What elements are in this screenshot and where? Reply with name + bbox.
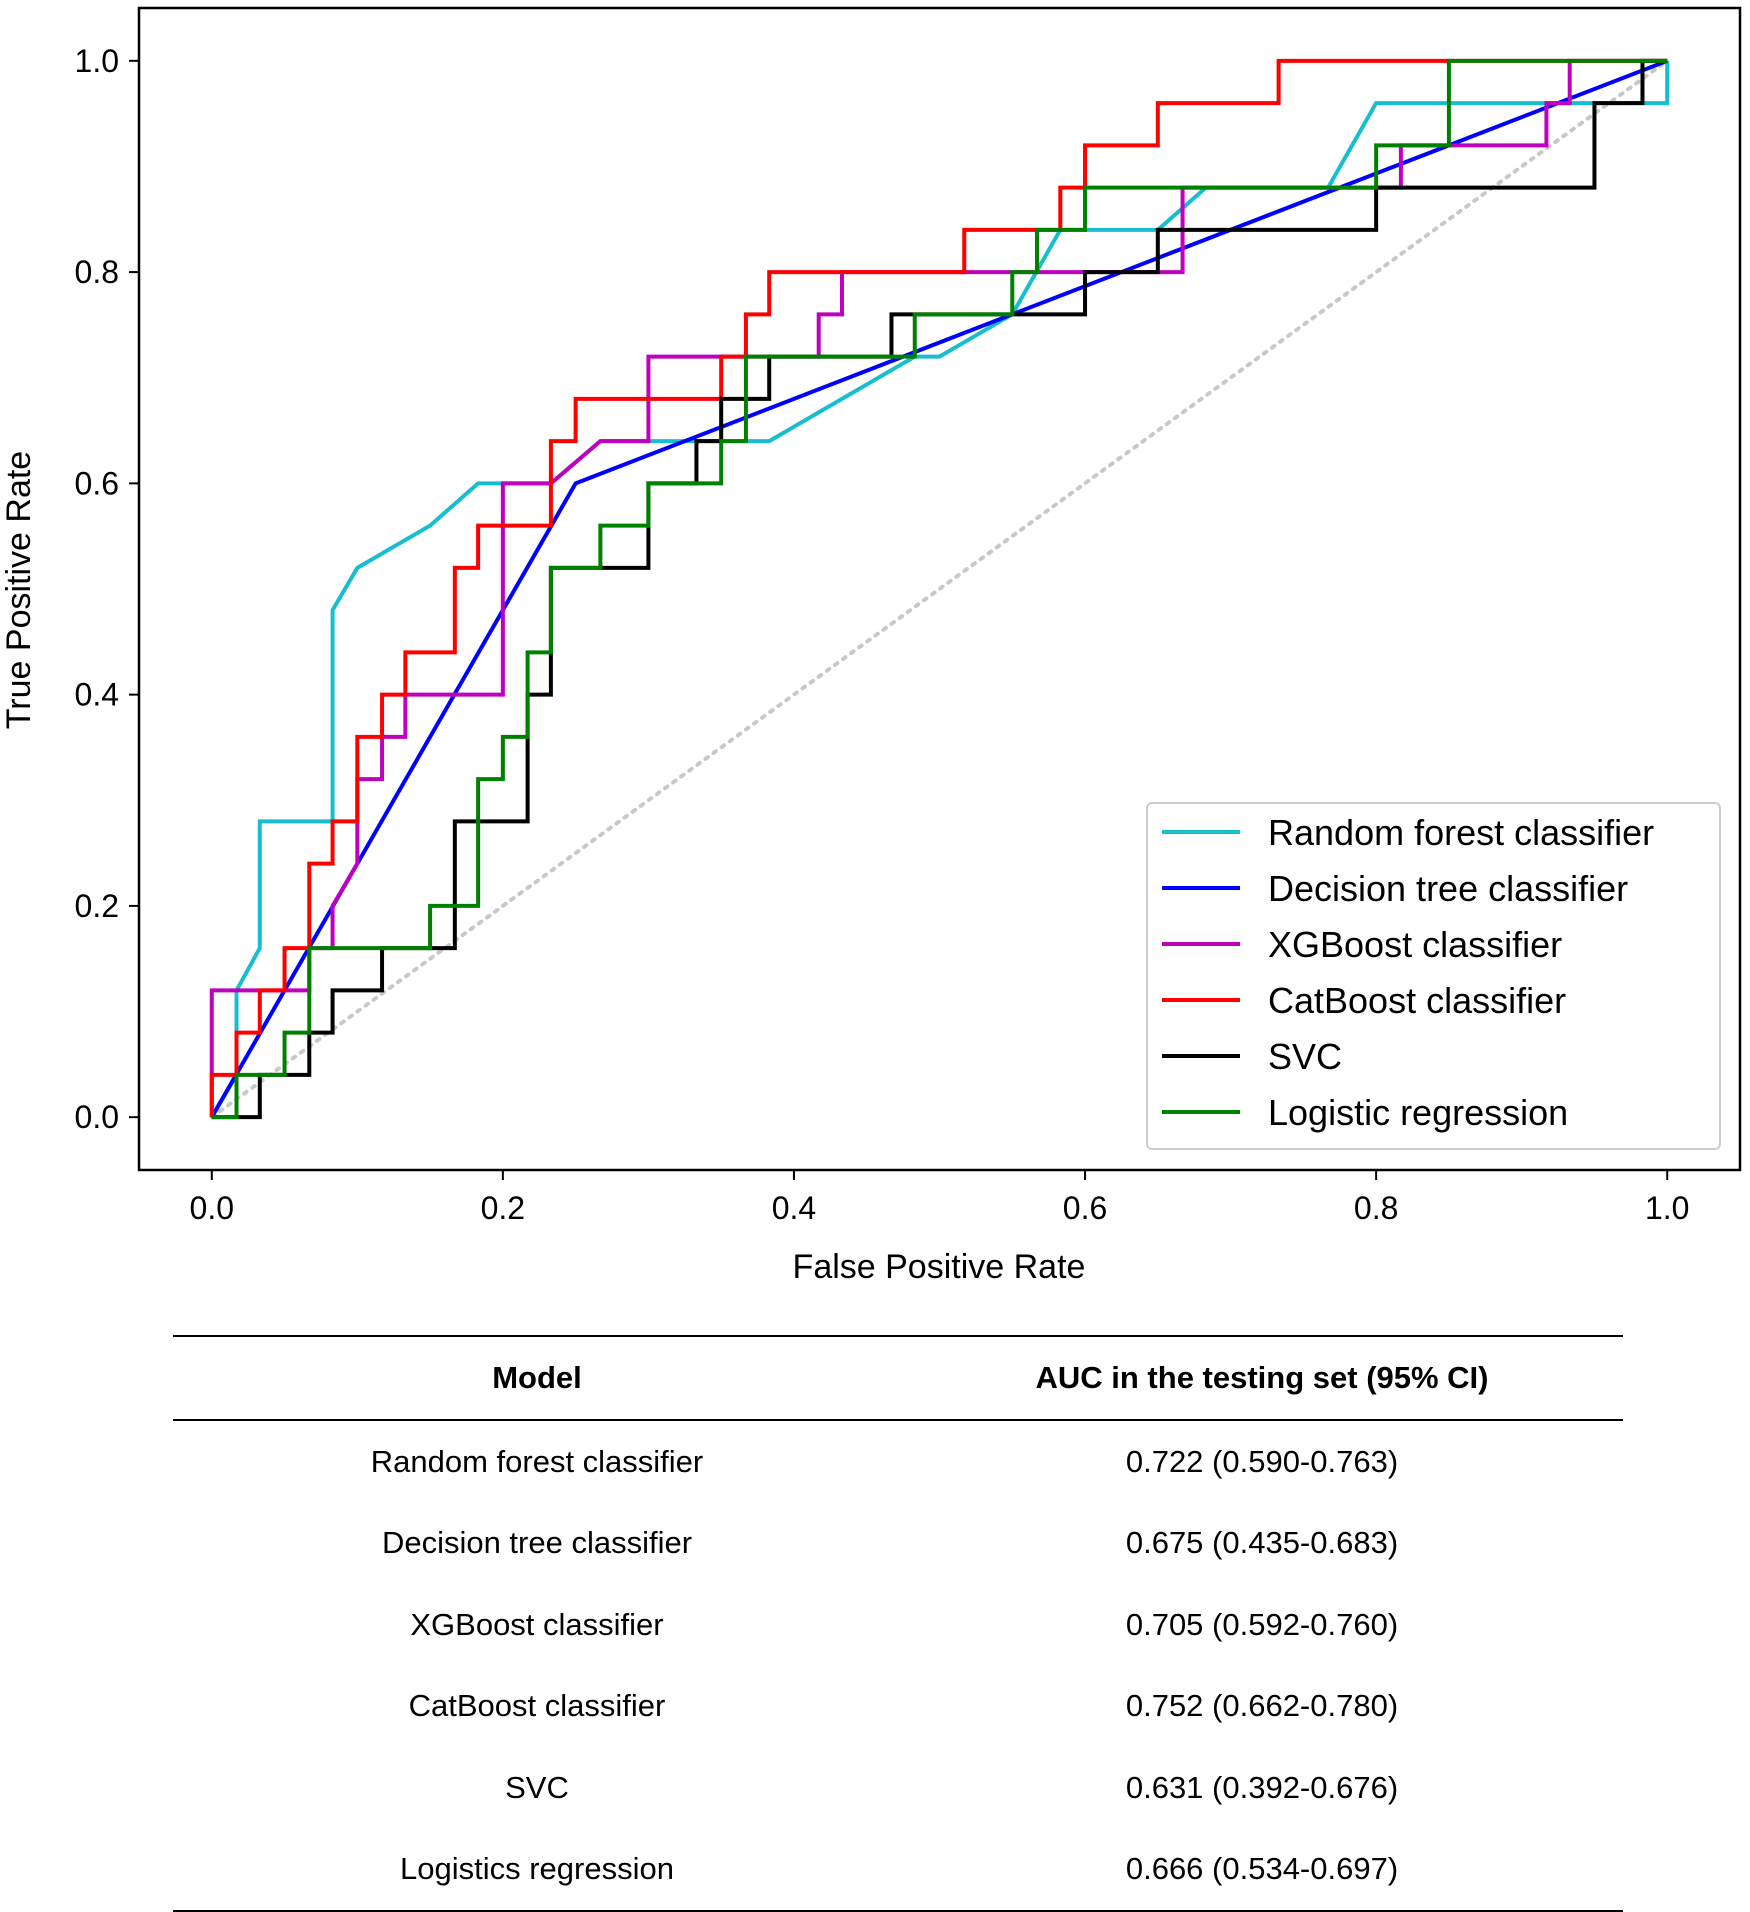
y-tick-label: 0.6	[75, 465, 119, 501]
model-cell: CatBoost classifier	[408, 1688, 666, 1724]
x-axis-label: False Positive Rate	[793, 1248, 1086, 1286]
auc-cell: 0.722 (0.590-0.763)	[1125, 1443, 1399, 1479]
column-header-auc: AUC in the testing set (95% CI)	[901, 1335, 1623, 1421]
legend-label-catboost-classifier: CatBoost classifier	[1268, 980, 1566, 1021]
y-tick-label: 1.0	[75, 43, 119, 79]
legend: Random forest classifier Decision tree cl…	[1146, 802, 1721, 1150]
x-tick-label: 0.2	[481, 1190, 525, 1226]
model-cell: XGBoost classifier	[410, 1606, 664, 1642]
auc-cell: 0.675 (0.435-0.683)	[1125, 1525, 1399, 1561]
table-header-row: Model AUC in the testing set (95% CI)	[173, 1335, 1623, 1421]
series-line-svc	[211, 58, 1668, 1120]
y-tick-label: 0.2	[75, 888, 119, 924]
x-tick-label: 0.4	[772, 1190, 816, 1226]
table-row: Random forest classifier 0.722 (0.590-0.…	[173, 1420, 1623, 1503]
roc-chart: 0.0 0.2 0.4 0.6 0.8 1.0 0.0 0.2 0.4 0.6 0.8 1.0 Fa…	[0, 6, 1742, 1286]
table-row: SVC 0.631 (0.392-0.676)	[173, 1747, 1623, 1829]
x-tick-label: 0.6	[1063, 1190, 1107, 1226]
y-tick-label: 0.8	[75, 254, 119, 290]
y-axis-label: True Positive Rate	[0, 451, 38, 729]
model-cell: Random forest classifier	[370, 1443, 704, 1479]
model-cell: Logistics regression	[173, 1828, 901, 1912]
legend-box	[1146, 802, 1721, 1150]
y-tick-label: 0.4	[75, 677, 119, 713]
legend-label-random-forest-classifier: Random forest classifier	[1268, 812, 1654, 853]
auc-table: Model AUC in the testing set (95% CI) Ra…	[173, 1335, 1623, 1912]
table-row: Logistics regression 0.666 (0.534-0.697)	[173, 1828, 1623, 1912]
legend-label-logistic-regression: Logistic regression	[1268, 1092, 1568, 1133]
auc-cell: 0.752 (0.662-0.780)	[1125, 1688, 1399, 1724]
legend-label-decision-tree-classifier: Decision tree classifier	[1268, 868, 1628, 909]
table-row: CatBoost classifier 0.752 (0.662-0.780)	[173, 1666, 1623, 1748]
legend-label-svc: SVC	[1268, 1036, 1342, 1077]
column-header-model: Model	[173, 1335, 901, 1421]
table-row: XGBoost classifier 0.705 (0.592-0.760)	[173, 1584, 1623, 1666]
auc-cell: 0.705 (0.592-0.760)	[1125, 1606, 1399, 1642]
x-tick-label: 1.0	[1645, 1190, 1689, 1226]
plot-frame	[137, 6, 1742, 1172]
series-line-logistic-regression	[211, 58, 1668, 1120]
auc-cell: 0.666 (0.534-0.697)	[901, 1828, 1623, 1912]
model-cell: SVC	[505, 1769, 569, 1805]
table-row: Decision tree classifier 0.675 (0.435-0.…	[173, 1503, 1623, 1585]
legend-label-xgboost-classifier: XGBoost classifier	[1268, 924, 1562, 965]
auc-cell: 0.631 (0.392-0.676)	[1125, 1769, 1399, 1805]
series-line-catboost-classifier	[209, 58, 1668, 1118]
model-cell: Decision tree classifier	[381, 1525, 693, 1561]
x-tick-label: 0.0	[190, 1190, 234, 1226]
y-tick-label: 0.0	[75, 1099, 119, 1135]
x-tick-label: 0.8	[1354, 1190, 1398, 1226]
